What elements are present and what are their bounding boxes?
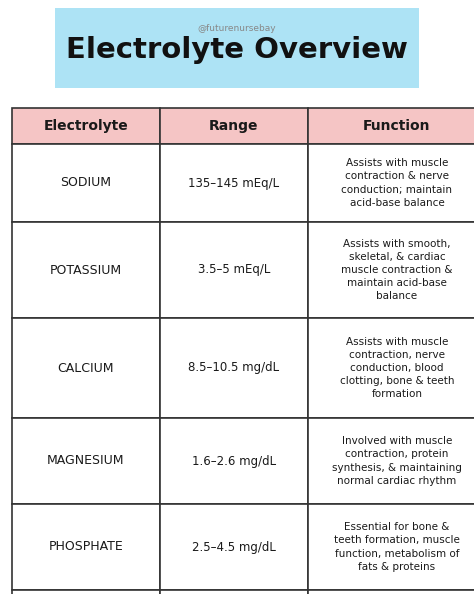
Text: Assists with muscle
contraction & nerve
conduction; maintain
acid-base balance: Assists with muscle contraction & nerve … bbox=[341, 158, 453, 208]
Bar bbox=[12, 222, 160, 318]
Text: Involved with muscle
contraction, protein
synthesis, & maintaining
normal cardia: Involved with muscle contraction, protei… bbox=[332, 436, 462, 486]
Text: Electrolyte Overview: Electrolyte Overview bbox=[66, 36, 408, 64]
Bar bbox=[308, 590, 474, 594]
Bar bbox=[12, 318, 160, 418]
Bar bbox=[160, 222, 308, 318]
Bar bbox=[160, 144, 308, 222]
Text: 3.5–5 mEq/L: 3.5–5 mEq/L bbox=[198, 264, 270, 276]
Text: 8.5–10.5 mg/dL: 8.5–10.5 mg/dL bbox=[189, 362, 280, 374]
Text: Function: Function bbox=[363, 119, 431, 133]
Bar bbox=[12, 144, 160, 222]
Text: SODIUM: SODIUM bbox=[61, 176, 111, 189]
Text: 135–145 mEq/L: 135–145 mEq/L bbox=[189, 176, 280, 189]
Bar bbox=[308, 318, 474, 418]
Bar bbox=[160, 590, 308, 594]
Text: Range: Range bbox=[209, 119, 259, 133]
Text: MAGNESIUM: MAGNESIUM bbox=[47, 454, 125, 467]
Text: Electrolyte: Electrolyte bbox=[44, 119, 128, 133]
Text: Essential for bone &
teeth formation, muscle
function, metabolism of
fats & prot: Essential for bone & teeth formation, mu… bbox=[334, 522, 460, 572]
Text: PHOSPHATE: PHOSPHATE bbox=[49, 541, 123, 554]
Bar bbox=[12, 590, 160, 594]
Bar bbox=[308, 108, 474, 144]
Text: CALCIUM: CALCIUM bbox=[58, 362, 114, 374]
Bar bbox=[55, 8, 419, 88]
Bar bbox=[308, 504, 474, 590]
Bar bbox=[160, 318, 308, 418]
Bar bbox=[160, 108, 308, 144]
Bar bbox=[160, 418, 308, 504]
Text: 2.5–4.5 mg/dL: 2.5–4.5 mg/dL bbox=[192, 541, 276, 554]
Bar bbox=[12, 418, 160, 504]
Text: @futurenursebay: @futurenursebay bbox=[198, 24, 276, 33]
Text: POTASSIUM: POTASSIUM bbox=[50, 264, 122, 276]
Bar bbox=[12, 108, 160, 144]
Bar bbox=[308, 144, 474, 222]
Text: 1.6–2.6 mg/dL: 1.6–2.6 mg/dL bbox=[192, 454, 276, 467]
Bar bbox=[160, 504, 308, 590]
Text: Assists with smooth,
skeletal, & cardiac
muscle contraction &
maintain acid-base: Assists with smooth, skeletal, & cardiac… bbox=[341, 239, 453, 301]
Bar bbox=[308, 418, 474, 504]
Text: Assists with muscle
contraction, nerve
conduction, blood
clotting, bone & teeth
: Assists with muscle contraction, nerve c… bbox=[340, 337, 454, 399]
Bar bbox=[308, 222, 474, 318]
Bar bbox=[12, 504, 160, 590]
